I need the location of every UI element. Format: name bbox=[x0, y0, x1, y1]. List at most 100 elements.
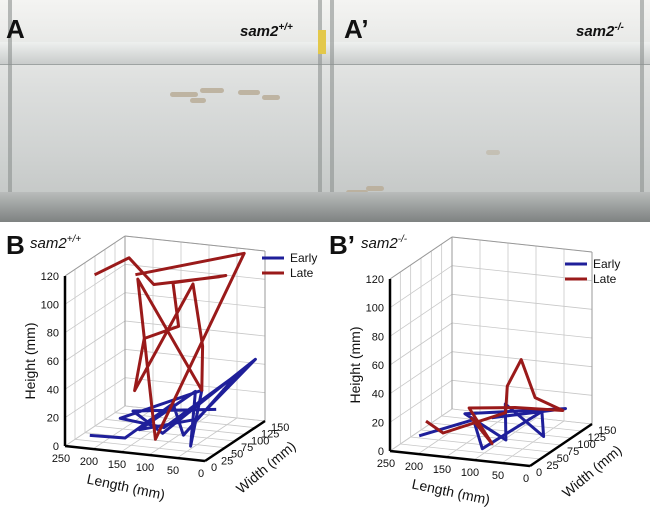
gridline bbox=[104, 418, 246, 435]
chart-panel-B-prime: B’ sam2-/- 0 20 40 60 80 100 120 250 200 150 100 50… bbox=[325, 226, 650, 526]
fish bbox=[486, 150, 500, 155]
x-tick-label: 50 bbox=[492, 470, 504, 482]
x-tick-label: 50 bbox=[167, 465, 179, 477]
gridline bbox=[441, 415, 582, 432]
y-tick-label: 150 bbox=[271, 422, 289, 434]
panel-letter-B-prime: B’ bbox=[329, 230, 355, 260]
y-tick-label: 25 bbox=[546, 460, 558, 472]
legend-label-early: Early bbox=[593, 257, 620, 271]
tank-photo-wildtype: A sam2+/+ bbox=[0, 0, 326, 222]
tank-edge bbox=[330, 0, 334, 222]
y-tick-label: 100 bbox=[577, 439, 595, 451]
tank-rim bbox=[0, 42, 326, 65]
x-tick-label: 250 bbox=[52, 453, 70, 465]
fish bbox=[170, 92, 198, 97]
fish bbox=[190, 98, 206, 103]
series-line-late bbox=[425, 358, 565, 446]
tank-rim bbox=[326, 42, 650, 65]
tank-edge bbox=[8, 0, 12, 222]
legend-label-early: Early bbox=[290, 251, 317, 265]
y-tick-label: 150 bbox=[598, 425, 616, 437]
z-tick-label: 40 bbox=[372, 389, 384, 401]
y-tick-label: 100 bbox=[251, 435, 269, 447]
panel-letter-A-prime: A’ bbox=[344, 14, 369, 44]
z-axis-label: Height (mm) bbox=[347, 326, 363, 403]
series-line-early bbox=[418, 402, 567, 451]
x-tick-label: 200 bbox=[405, 461, 423, 473]
genotype-label-A: sam2+/+ bbox=[240, 22, 293, 40]
x-tick-label: 100 bbox=[136, 462, 154, 474]
x-axis-label: Length (mm) bbox=[86, 471, 167, 503]
x-tick-label: 0 bbox=[523, 473, 529, 485]
gridline bbox=[74, 438, 216, 455]
z-tick-label: 20 bbox=[372, 417, 384, 429]
tank-edge bbox=[640, 0, 644, 222]
y-tick-label: 75 bbox=[567, 446, 579, 458]
z-tick-label: 120 bbox=[366, 274, 384, 286]
y-tick-label: 0 bbox=[211, 462, 217, 474]
legend-label-late: Late bbox=[290, 266, 314, 280]
y-tick-label: 75 bbox=[241, 442, 253, 454]
gridline bbox=[451, 293, 593, 310]
gridline bbox=[124, 263, 266, 280]
z-tick-label: 60 bbox=[372, 360, 384, 372]
tank-edge bbox=[318, 0, 322, 222]
z-tick-label: 120 bbox=[41, 271, 59, 283]
axis-line bbox=[529, 422, 593, 468]
box-edge bbox=[64, 235, 126, 277]
y-tick-label: 0 bbox=[536, 467, 542, 479]
tank-photo-mutant: A’ sam2-/- bbox=[326, 0, 650, 222]
axes-group bbox=[64, 235, 266, 462]
box-edge bbox=[451, 236, 593, 253]
series-line-early bbox=[89, 357, 257, 448]
axis-line bbox=[204, 419, 266, 463]
y-tick-label: 50 bbox=[557, 453, 569, 465]
axes-group bbox=[389, 236, 593, 467]
gridline bbox=[400, 443, 541, 460]
fish bbox=[366, 186, 384, 191]
panel-letter-B: B bbox=[6, 230, 25, 260]
gridline bbox=[124, 320, 266, 337]
chart-panel-B: B sam2+/+ 0 20 40 60 80 100 120 250 200 150 100 50 0… bbox=[0, 226, 325, 526]
tank-bottom bbox=[0, 192, 326, 222]
x-tick-label: 150 bbox=[108, 459, 126, 471]
legend-label-late: Late bbox=[593, 272, 617, 286]
z-axis-label: Height (mm) bbox=[22, 322, 38, 399]
x-tick-label: 200 bbox=[80, 456, 98, 468]
x-tick-label: 150 bbox=[433, 464, 451, 476]
genotype-label-A-prime: sam2-/- bbox=[576, 22, 624, 40]
gridline bbox=[451, 379, 593, 396]
z-tick-label: 20 bbox=[47, 413, 59, 425]
z-tick-label: 0 bbox=[378, 446, 384, 458]
x-tick-label: 250 bbox=[377, 458, 395, 470]
fish bbox=[262, 95, 280, 100]
gridline bbox=[451, 322, 593, 339]
genotype-label-B-prime: sam2-/- bbox=[361, 234, 408, 252]
panel-letter-A: A bbox=[6, 14, 25, 44]
gridline bbox=[94, 425, 236, 442]
fish bbox=[200, 88, 224, 93]
genotype-label-B: sam2+/+ bbox=[30, 234, 82, 252]
series-line-late bbox=[93, 251, 246, 441]
z-tick-label: 80 bbox=[47, 328, 59, 340]
y-tick-label: 125 bbox=[261, 429, 279, 441]
x-tick-label: 100 bbox=[461, 467, 479, 479]
z-tick-label: 0 bbox=[53, 441, 59, 453]
y-tick-label: 50 bbox=[231, 449, 243, 461]
axis-line bbox=[389, 449, 531, 468]
y-tick-label: 25 bbox=[221, 455, 233, 467]
box-edge bbox=[389, 236, 453, 280]
z-tick-label: 100 bbox=[366, 303, 384, 315]
tank-bottom bbox=[326, 192, 650, 222]
z-tick-label: 100 bbox=[41, 299, 59, 311]
x-tick-label: 0 bbox=[198, 468, 204, 480]
z-tick-label: 80 bbox=[372, 331, 384, 343]
y-tick-label: 125 bbox=[588, 432, 606, 444]
box-edge bbox=[124, 235, 266, 252]
z-tick-label: 60 bbox=[47, 356, 59, 368]
fish bbox=[238, 90, 260, 95]
z-tick-label: 40 bbox=[47, 384, 59, 396]
axis-line bbox=[64, 444, 206, 463]
